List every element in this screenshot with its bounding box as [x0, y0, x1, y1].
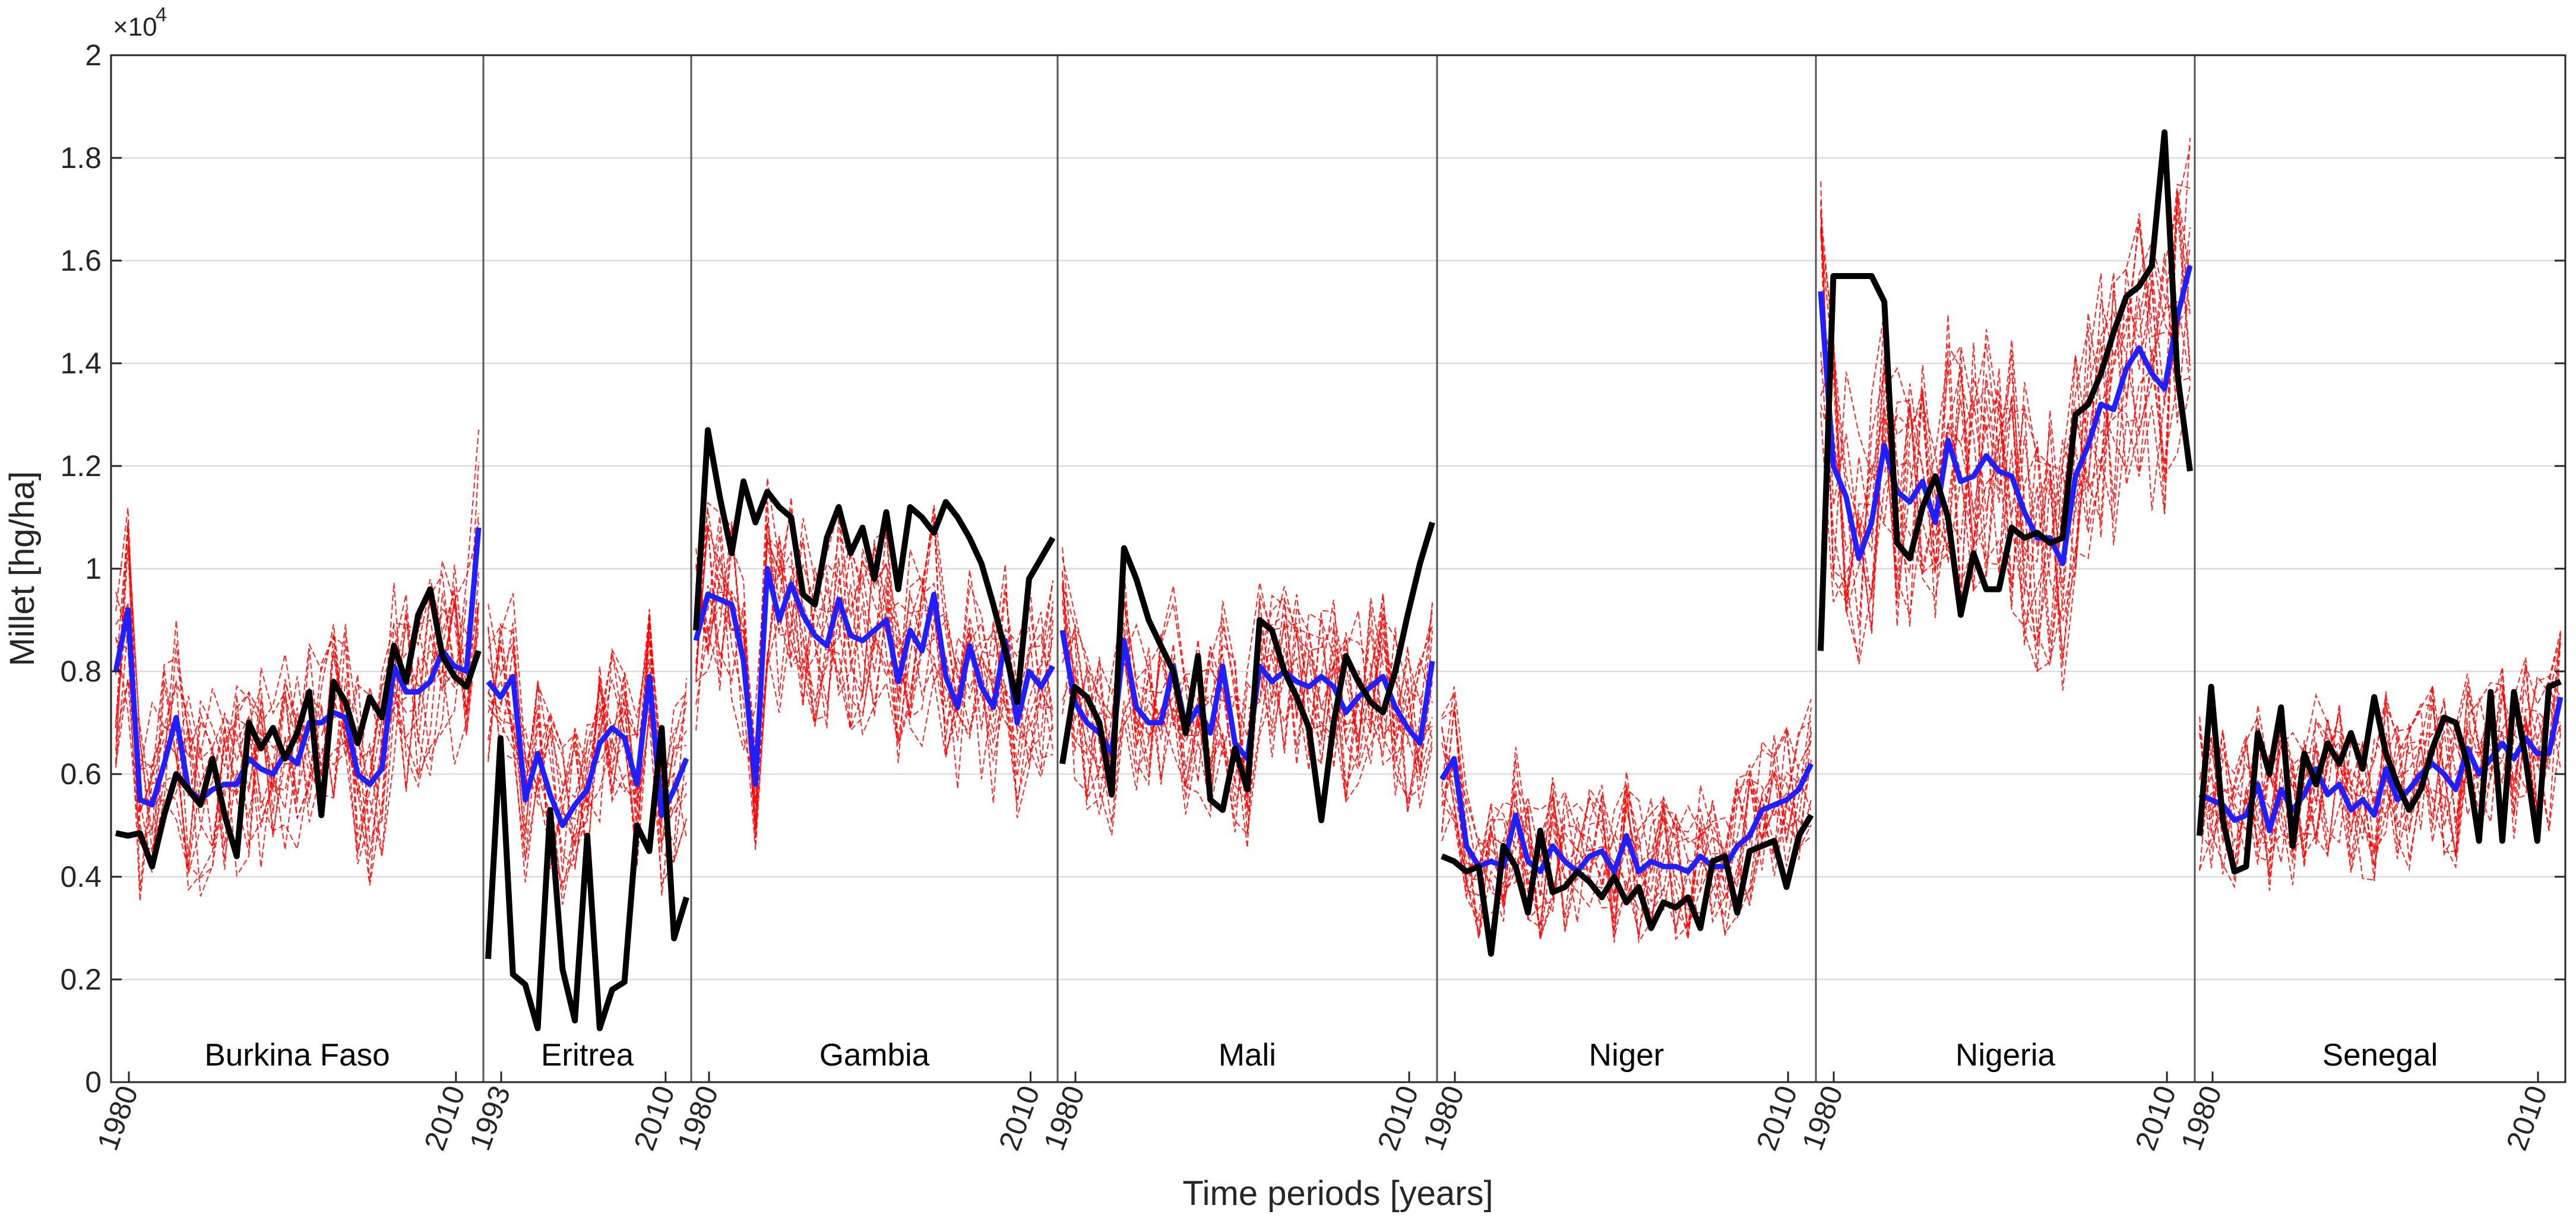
x-tick-label: 2010 — [2500, 1082, 2554, 1155]
ensemble-member-line — [695, 516, 1053, 850]
x-tick-label: 1980 — [2175, 1082, 2229, 1155]
ensemble-member-line — [1820, 267, 2191, 628]
x-tick-label: 1980 — [1796, 1082, 1850, 1155]
ensemble-member-line — [2199, 643, 2561, 876]
ensemble-member-line — [1441, 707, 1812, 940]
ensemble-member-line — [115, 524, 479, 892]
ensemble-member-line — [1441, 686, 1812, 939]
ensemble-mean-line — [1818, 265, 2193, 566]
ensemble-member-line — [1441, 691, 1812, 944]
x-tick-label: 1980 — [1037, 1082, 1091, 1155]
y-tick-label: 0.4 — [60, 860, 102, 893]
y-tick-label: 0.2 — [60, 963, 102, 996]
observed-line — [1818, 129, 2193, 651]
y-axis-label: Millet [hg/ha] — [3, 471, 42, 667]
y-tick-label: 1.8 — [60, 141, 102, 175]
observed-line — [693, 427, 1056, 705]
ensemble-member-line — [488, 593, 687, 884]
ensemble-mean-line — [113, 527, 482, 808]
country-label: Eritrea — [541, 1038, 634, 1073]
ensemble-member-line — [2199, 689, 2561, 873]
ensemble-member-line — [1441, 706, 1812, 938]
ensemble-member-line — [1062, 594, 1433, 816]
y-tick-label: 1.2 — [60, 449, 102, 483]
ensemble-member-line — [115, 429, 479, 897]
observed-line — [1059, 521, 1435, 823]
country-label: Senegal — [2322, 1038, 2438, 1073]
x-tick-label: 1980 — [1417, 1082, 1471, 1155]
panel-dividers — [482, 55, 2196, 1082]
ensemble-member-line — [1820, 218, 2191, 659]
ensemble-member-line — [488, 640, 687, 887]
y-tick-label: 1 — [85, 552, 102, 585]
ensemble-member-line — [115, 461, 479, 857]
y-tick-label: 1.4 — [60, 347, 102, 380]
ensemble-member-line — [1820, 253, 2191, 629]
ensemble-member-line — [1062, 594, 1433, 833]
ensemble-member-line — [488, 619, 687, 896]
observed-line — [1441, 813, 1814, 957]
observed-line — [485, 725, 689, 1032]
y-tick-label: 2 — [85, 39, 102, 72]
ensemble-member-line — [1820, 227, 2191, 673]
ensemble-member-line — [695, 509, 1053, 781]
ensemble-member-line — [695, 509, 1053, 790]
ensemble-member-line — [1441, 735, 1812, 928]
observed-line — [115, 586, 482, 870]
x-tick-label: 1993 — [463, 1082, 517, 1155]
ensemble-mean-lines — [113, 265, 2564, 874]
x-axis-label: Time periods [years] — [1182, 1174, 1493, 1213]
ensemble-member-line — [1820, 213, 2191, 606]
observed-line — [2197, 679, 2562, 875]
ensemble-member-line — [115, 522, 479, 901]
ensemble-member-line — [115, 586, 479, 882]
ensemble-member-line — [115, 513, 479, 864]
y-multiplier-base: ×10 — [113, 12, 157, 42]
y-tick-label: 0.6 — [60, 757, 102, 791]
ensemble-member-line — [1062, 570, 1433, 836]
y-tick-label: 0.8 — [60, 655, 102, 688]
ensemble-mean-line — [486, 674, 689, 828]
ensemble-member-line — [1441, 742, 1812, 939]
ensemble-member-line — [695, 497, 1053, 828]
country-label: Niger — [1589, 1038, 1664, 1073]
y-tick-label: 1.6 — [60, 244, 102, 277]
country-label: Burkina Faso — [204, 1038, 390, 1073]
y-tick-label: 0 — [85, 1066, 102, 1099]
ensemble-mean-line — [693, 566, 1055, 787]
country-labels: Burkina Faso Eritrea Gambia Mali Niger Nigeri… — [204, 1038, 2438, 1073]
y-axis-ticks: 0 0.2 0.4 0.6 0.8 1 1.2 1.4 1.6 1.8 2 — [60, 39, 2565, 1099]
ensemble-member-line — [695, 525, 1053, 838]
country-label: Mali — [1219, 1038, 1276, 1073]
ensemble-member-line — [1820, 193, 2191, 667]
ensemble-member-line — [1441, 727, 1812, 941]
y-multiplier-exponent: 4 — [156, 4, 167, 26]
ensemble-member-line — [695, 521, 1053, 804]
ensemble-member-line — [2199, 690, 2561, 874]
ensemble-member-line — [115, 538, 479, 872]
country-label: Nigeria — [1955, 1038, 2055, 1073]
country-label: Gambia — [819, 1038, 930, 1073]
observed-lines — [115, 129, 2562, 1032]
ensemble-member-line — [488, 658, 687, 861]
ensemble-member-line — [1062, 557, 1433, 803]
ensemble-mean-line — [2198, 696, 2564, 833]
